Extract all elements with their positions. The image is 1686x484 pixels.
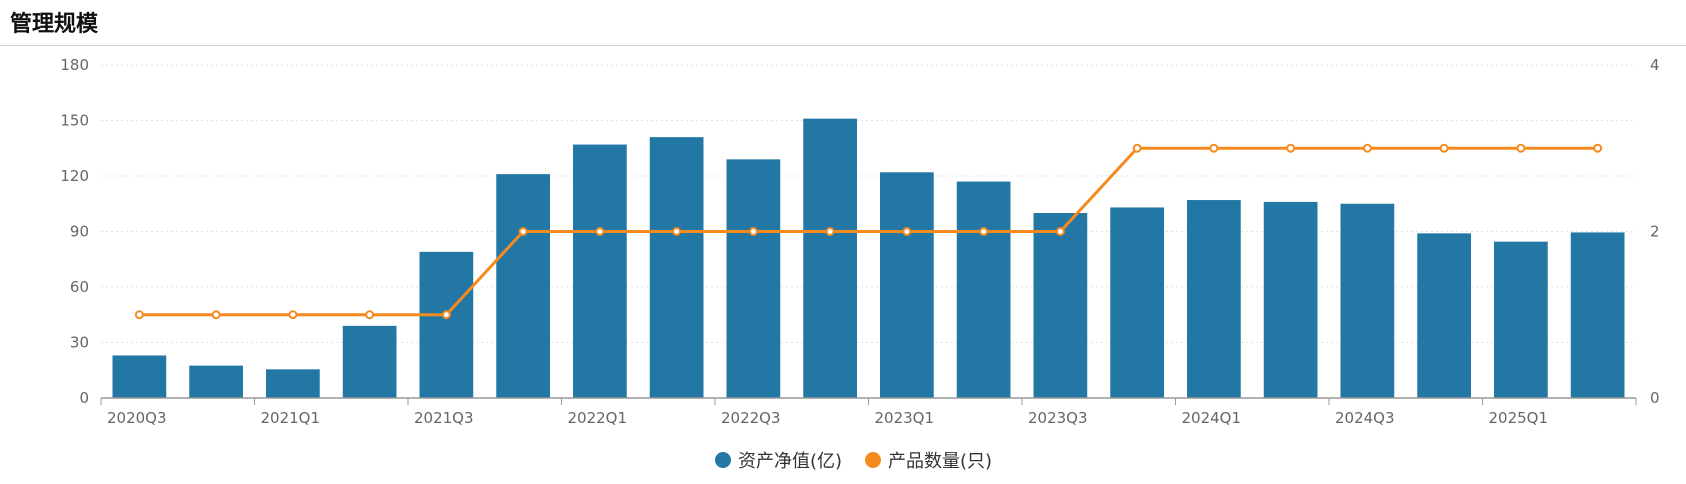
point-2022Q2[interactable] xyxy=(672,227,682,236)
point-2023Q1[interactable] xyxy=(902,227,912,236)
bar-2023Q1[interactable] xyxy=(880,172,934,398)
axes: 0 30 60 90 120 150 180 0 2 4 2020Q3 2021Q1 2021Q3 202… xyxy=(60,56,1659,427)
bar-2022Q3[interactable] xyxy=(726,159,781,398)
legend-label-asset: 资产净值(亿) xyxy=(738,451,842,472)
x-tick-label: 2022Q3 xyxy=(721,409,781,427)
x-tick-label: 2020Q3 xyxy=(107,409,167,427)
point-2021Q3[interactable] xyxy=(441,310,451,320)
point-2022Q4[interactable] xyxy=(825,227,835,236)
bar-2024Q3[interactable] xyxy=(1340,203,1395,398)
y-right-tick-label: 4 xyxy=(1650,56,1660,74)
point-2020Q4[interactable] xyxy=(211,310,221,320)
bar-2024Q1[interactable] xyxy=(1187,200,1241,398)
bar-2021Q2[interactable] xyxy=(342,325,397,398)
y-left-tick-label: 60 xyxy=(70,278,89,296)
x-tick-label: 2024Q1 xyxy=(1182,409,1242,427)
point-2020Q3[interactable] xyxy=(134,310,144,320)
y-left-tick-label: 180 xyxy=(60,56,89,74)
x-tick-label: 2023Q3 xyxy=(1028,409,1088,427)
bar-2023Q4[interactable] xyxy=(1110,207,1164,398)
line-series xyxy=(134,143,1603,320)
x-tick-label: 2022Q1 xyxy=(568,409,628,427)
point-2024Q1[interactable] xyxy=(1209,143,1219,153)
y-left-tick-label: 150 xyxy=(60,112,89,130)
y-right-tick-label: 0 xyxy=(1650,389,1660,407)
x-tick-label: 2024Q3 xyxy=(1335,409,1395,427)
x-tick-label: 2021Q1 xyxy=(261,409,321,427)
point-2022Q1[interactable] xyxy=(595,227,605,236)
y-left-tick-label: 30 xyxy=(70,334,89,352)
point-2024Q3[interactable] xyxy=(1362,143,1372,153)
page-title: 管理规模 xyxy=(10,12,99,37)
y-left-tick-label: 120 xyxy=(60,167,89,185)
bar-2020Q4[interactable] xyxy=(189,365,243,398)
y-left-tick-label: 0 xyxy=(79,389,89,407)
x-tick-label: 2023Q1 xyxy=(875,409,935,427)
point-2024Q2[interactable] xyxy=(1286,143,1296,153)
bar-2021Q3[interactable] xyxy=(419,251,474,398)
point-2023Q2[interactable] xyxy=(979,227,989,236)
bar-series xyxy=(112,118,1625,399)
bar-2025Q1[interactable] xyxy=(1494,241,1548,398)
point-2022Q3[interactable] xyxy=(748,227,758,236)
bar-2025Q2[interactable] xyxy=(1570,232,1625,398)
point-2023Q4[interactable] xyxy=(1132,143,1142,153)
point-2021Q1[interactable] xyxy=(288,310,298,320)
bar-2023Q2[interactable] xyxy=(956,181,1011,398)
point-2025Q2[interactable] xyxy=(1593,143,1603,153)
legend-swatch-products xyxy=(865,452,881,468)
chart-legend: 资产净值(亿) 产品数量(只) xyxy=(715,451,992,472)
bar-2021Q1[interactable] xyxy=(266,369,320,398)
bar-2022Q2[interactable] xyxy=(649,137,704,398)
y-right-tick-label: 2 xyxy=(1650,223,1660,241)
bar-2024Q4[interactable] xyxy=(1417,233,1471,398)
section-header: 管理规模 xyxy=(0,0,1686,46)
bar-2024Q2[interactable] xyxy=(1263,201,1318,398)
grid-lines xyxy=(101,64,1636,343)
point-2024Q4[interactable] xyxy=(1439,143,1449,153)
bar-2023Q3[interactable] xyxy=(1033,213,1088,398)
x-tick-label: 2021Q3 xyxy=(414,409,474,427)
legend-label-products: 产品数量(只) xyxy=(888,451,992,472)
point-2021Q4[interactable] xyxy=(518,227,528,236)
point-2023Q3[interactable] xyxy=(1055,227,1065,236)
bar-2020Q3[interactable] xyxy=(112,355,167,398)
point-2025Q1[interactable] xyxy=(1516,143,1526,153)
legend-swatch-asset xyxy=(715,452,731,468)
x-tick-label: 2025Q1 xyxy=(1489,409,1549,427)
bar-2021Q4[interactable] xyxy=(496,174,550,398)
bar-2022Q1[interactable] xyxy=(573,144,627,398)
point-2021Q2[interactable] xyxy=(365,310,375,320)
y-left-tick-label: 90 xyxy=(70,223,89,241)
bar-2022Q4[interactable] xyxy=(803,118,857,399)
line-product-count xyxy=(139,146,1598,317)
